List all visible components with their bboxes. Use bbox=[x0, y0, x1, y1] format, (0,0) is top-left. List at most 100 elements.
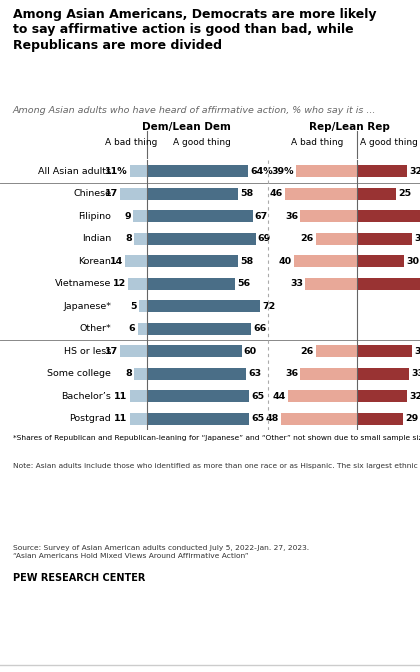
Text: 65: 65 bbox=[252, 392, 265, 401]
Text: 65: 65 bbox=[252, 414, 265, 423]
Text: 17: 17 bbox=[105, 190, 118, 198]
Bar bbox=[147, 300, 260, 312]
Text: 33: 33 bbox=[290, 280, 303, 288]
Bar bbox=[147, 413, 249, 425]
Text: 44: 44 bbox=[272, 392, 286, 401]
Text: 40: 40 bbox=[279, 257, 292, 265]
Text: 66: 66 bbox=[253, 325, 266, 333]
Text: Among Asian adults who have heard of affirmative action, % who say it is ...: Among Asian adults who have heard of aff… bbox=[13, 106, 376, 115]
Text: 12: 12 bbox=[113, 280, 126, 288]
Bar bbox=[305, 278, 357, 290]
Bar bbox=[147, 188, 239, 200]
Bar bbox=[357, 390, 407, 402]
Bar bbox=[357, 278, 420, 290]
Text: 14: 14 bbox=[110, 257, 123, 265]
Bar bbox=[316, 345, 357, 357]
Bar bbox=[147, 233, 256, 245]
Text: Vietnamese: Vietnamese bbox=[55, 280, 111, 288]
Text: 11: 11 bbox=[114, 414, 128, 423]
Bar bbox=[357, 210, 420, 222]
Text: 35: 35 bbox=[414, 347, 420, 355]
Text: Note: Asian adults include those who identified as more than one race or as Hisp: Note: Asian adults include those who ide… bbox=[13, 463, 420, 469]
Text: HS or less: HS or less bbox=[64, 347, 111, 355]
Bar bbox=[357, 255, 404, 267]
Text: A good thing: A good thing bbox=[360, 138, 417, 147]
Text: A bad thing: A bad thing bbox=[291, 138, 344, 147]
Bar bbox=[125, 255, 147, 267]
Text: Bachelor’s: Bachelor’s bbox=[61, 392, 111, 401]
Bar bbox=[357, 368, 409, 380]
Bar bbox=[128, 278, 147, 290]
Text: 26: 26 bbox=[301, 347, 314, 355]
Text: 39%: 39% bbox=[271, 167, 294, 176]
Bar bbox=[147, 390, 249, 402]
Text: 17: 17 bbox=[105, 347, 118, 355]
Text: 35: 35 bbox=[414, 235, 420, 243]
Text: 5: 5 bbox=[131, 302, 137, 310]
Bar bbox=[296, 165, 357, 177]
Bar bbox=[300, 368, 357, 380]
Bar bbox=[130, 390, 147, 402]
Text: A good thing: A good thing bbox=[173, 138, 231, 147]
Text: PEW RESEARCH CENTER: PEW RESEARCH CENTER bbox=[13, 573, 145, 583]
Bar bbox=[281, 413, 357, 425]
Text: 46: 46 bbox=[269, 190, 283, 198]
Text: Source: Survey of Asian American adults conducted July 5, 2022-Jan. 27, 2023.
“A: Source: Survey of Asian American adults … bbox=[13, 545, 309, 558]
Text: Postgrad: Postgrad bbox=[70, 414, 111, 423]
Text: 8: 8 bbox=[126, 235, 132, 243]
Bar bbox=[133, 210, 147, 222]
Bar bbox=[130, 165, 147, 177]
Bar bbox=[147, 165, 248, 177]
Text: 32: 32 bbox=[410, 392, 420, 401]
Bar bbox=[357, 165, 407, 177]
Text: Korean: Korean bbox=[79, 257, 111, 265]
Text: All Asian adults: All Asian adults bbox=[38, 167, 111, 176]
Bar bbox=[134, 233, 147, 245]
Text: 6: 6 bbox=[129, 325, 135, 333]
Text: 11: 11 bbox=[114, 392, 128, 401]
Bar bbox=[134, 368, 147, 380]
Text: 32%: 32% bbox=[410, 167, 420, 176]
Bar bbox=[300, 210, 357, 222]
Bar bbox=[288, 390, 357, 402]
Text: Japanese*: Japanese* bbox=[63, 302, 111, 310]
Text: 58: 58 bbox=[240, 257, 254, 265]
Bar bbox=[316, 233, 357, 245]
Bar bbox=[147, 210, 252, 222]
Text: 36: 36 bbox=[285, 212, 298, 220]
Text: Indian: Indian bbox=[82, 235, 111, 243]
Text: 25: 25 bbox=[399, 190, 412, 198]
Text: 11%: 11% bbox=[105, 167, 128, 176]
Bar bbox=[130, 413, 147, 425]
Bar bbox=[139, 300, 147, 312]
Text: Filipino: Filipino bbox=[79, 212, 111, 220]
Text: 30: 30 bbox=[407, 257, 419, 265]
Bar bbox=[285, 188, 357, 200]
Text: 64%: 64% bbox=[250, 167, 273, 176]
Bar bbox=[357, 233, 412, 245]
Text: Rep/Lean Rep: Rep/Lean Rep bbox=[309, 122, 390, 132]
Text: 72: 72 bbox=[262, 302, 276, 310]
Bar bbox=[147, 323, 251, 335]
Bar bbox=[357, 413, 403, 425]
Text: 48: 48 bbox=[266, 414, 279, 423]
Text: 26: 26 bbox=[301, 235, 314, 243]
Bar bbox=[357, 345, 412, 357]
Text: 56: 56 bbox=[237, 280, 250, 288]
Bar bbox=[357, 188, 396, 200]
Text: 67: 67 bbox=[255, 212, 268, 220]
Text: *Shares of Republican and Republican-leaning for “Japanese” and “Other” not show: *Shares of Republican and Republican-lea… bbox=[13, 435, 420, 441]
Text: Other*: Other* bbox=[79, 325, 111, 333]
Bar bbox=[147, 368, 246, 380]
Text: 60: 60 bbox=[244, 347, 257, 355]
Text: Some college: Some college bbox=[47, 369, 111, 378]
Text: Chinese: Chinese bbox=[74, 190, 111, 198]
Text: 8: 8 bbox=[126, 369, 132, 378]
Text: 69: 69 bbox=[258, 235, 271, 243]
Bar bbox=[147, 255, 239, 267]
Bar bbox=[147, 345, 242, 357]
Bar bbox=[138, 323, 147, 335]
Text: 9: 9 bbox=[124, 212, 131, 220]
Text: A bad thing: A bad thing bbox=[105, 138, 158, 147]
Text: 58: 58 bbox=[240, 190, 254, 198]
